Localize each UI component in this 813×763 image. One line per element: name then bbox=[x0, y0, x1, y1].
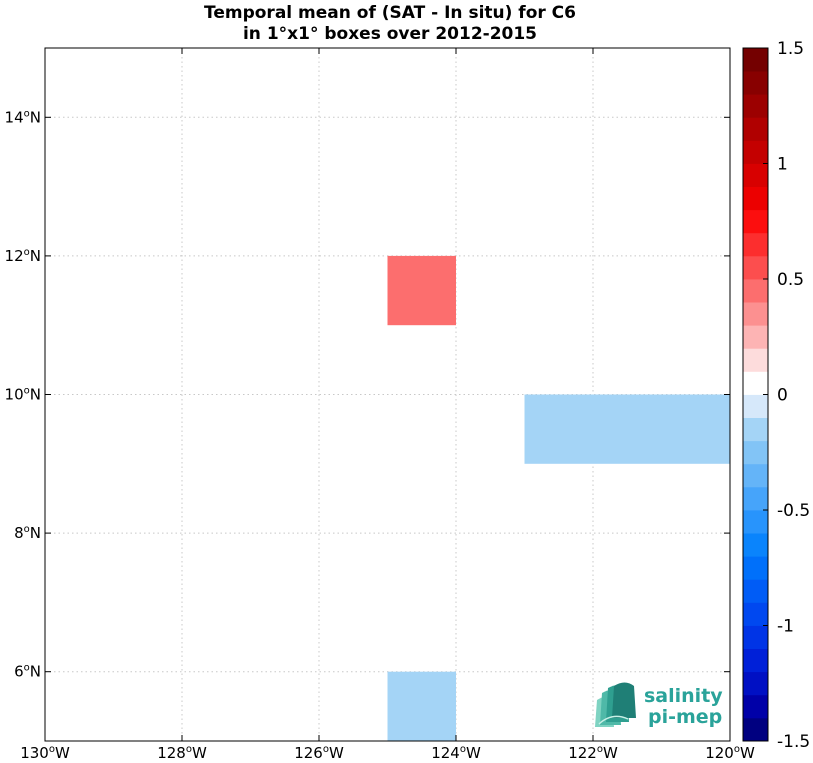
colorbar-segment bbox=[743, 325, 768, 349]
colorbar-segment bbox=[743, 394, 768, 418]
logo-text-line2: pi-mep bbox=[648, 706, 722, 728]
colorbar-segment bbox=[743, 463, 768, 488]
logo-text-line1: salinity bbox=[644, 685, 723, 707]
data-cell bbox=[661, 394, 730, 464]
colorbar-segment bbox=[743, 94, 768, 118]
logo-wave-icon bbox=[595, 682, 636, 727]
y-tick-label: 12oN bbox=[5, 247, 41, 265]
colorbar-segment bbox=[743, 302, 768, 326]
colorbar-segment bbox=[743, 117, 768, 141]
colorbar-segment bbox=[743, 163, 768, 187]
colorbar-tick-label: 1.5 bbox=[777, 39, 804, 59]
colorbar-segment bbox=[743, 694, 768, 719]
x-tick-label: 122oW bbox=[568, 744, 618, 762]
x-tick-label: 124oW bbox=[431, 744, 481, 762]
colorbar-segment bbox=[743, 648, 768, 673]
colorbar-segment bbox=[743, 625, 768, 649]
colorbar: 1.5 1 0.5 0 -0.5 -1 -1.5 bbox=[742, 39, 810, 752]
y-tick-label: 14oN bbox=[5, 108, 41, 126]
colorbar-segment bbox=[743, 440, 768, 465]
y-tick-label: 10oN bbox=[5, 386, 41, 404]
data-cell bbox=[593, 394, 662, 464]
colorbar-segment bbox=[743, 232, 768, 257]
colorbar-segment bbox=[743, 556, 768, 580]
colorbar-segment bbox=[743, 348, 768, 372]
colorbar-segment bbox=[743, 209, 768, 234]
colorbar-segment bbox=[743, 140, 768, 164]
colorbar-tick-label: 0 bbox=[777, 386, 788, 406]
colorbar-segment bbox=[743, 486, 768, 511]
data-cell bbox=[387, 671, 456, 741]
data-cell bbox=[524, 394, 593, 464]
colorbar-tick-label: -1 bbox=[777, 617, 794, 637]
x-tick-label: 130oW bbox=[20, 744, 70, 762]
colorbar-tick-label: -1.5 bbox=[777, 732, 810, 752]
chart-title: Temporal mean of (SAT - In situ) for C6 bbox=[204, 3, 576, 23]
x-tick-label: 126oW bbox=[294, 744, 344, 762]
data-cell bbox=[387, 255, 456, 326]
x-tick-label: 120oW bbox=[705, 744, 755, 762]
colorbar-segment bbox=[743, 48, 768, 72]
x-tick-label: 128oW bbox=[157, 744, 207, 762]
colorbar-segment bbox=[743, 602, 768, 626]
y-axis-ticks: 6oN 8oN 10oN 12oN 14oN bbox=[5, 108, 730, 681]
colorbar-segment bbox=[743, 717, 768, 742]
salinity-pi-mep-logo: salinity pi-mep bbox=[595, 682, 723, 728]
colorbar-segment bbox=[743, 533, 768, 557]
colorbar-segment bbox=[743, 255, 768, 280]
colorbar-tick-label: 1 bbox=[777, 155, 788, 175]
colorbar-tick-label: 0.5 bbox=[777, 270, 804, 290]
colorbar-tick-label: -0.5 bbox=[777, 501, 810, 521]
y-tick-label: 8oN bbox=[14, 524, 41, 542]
colorbar-segment bbox=[743, 671, 768, 696]
colorbar-segment bbox=[743, 371, 768, 395]
colorbar-segment bbox=[743, 417, 768, 442]
y-tick-label: 6oN bbox=[14, 663, 41, 681]
chart-subtitle: in 1°x1° boxes over 2012-2015 bbox=[243, 24, 537, 44]
colorbar-segment bbox=[743, 510, 768, 534]
colorbar-segment bbox=[743, 186, 768, 211]
x-axis-ticks: 130oW 128oW 126oW 124oW 122oW 120oW bbox=[20, 48, 755, 762]
colorbar-segment bbox=[743, 279, 768, 303]
map-plot-area bbox=[44, 47, 731, 742]
colorbar-segment bbox=[743, 579, 768, 603]
colorbar-segment bbox=[743, 71, 768, 95]
